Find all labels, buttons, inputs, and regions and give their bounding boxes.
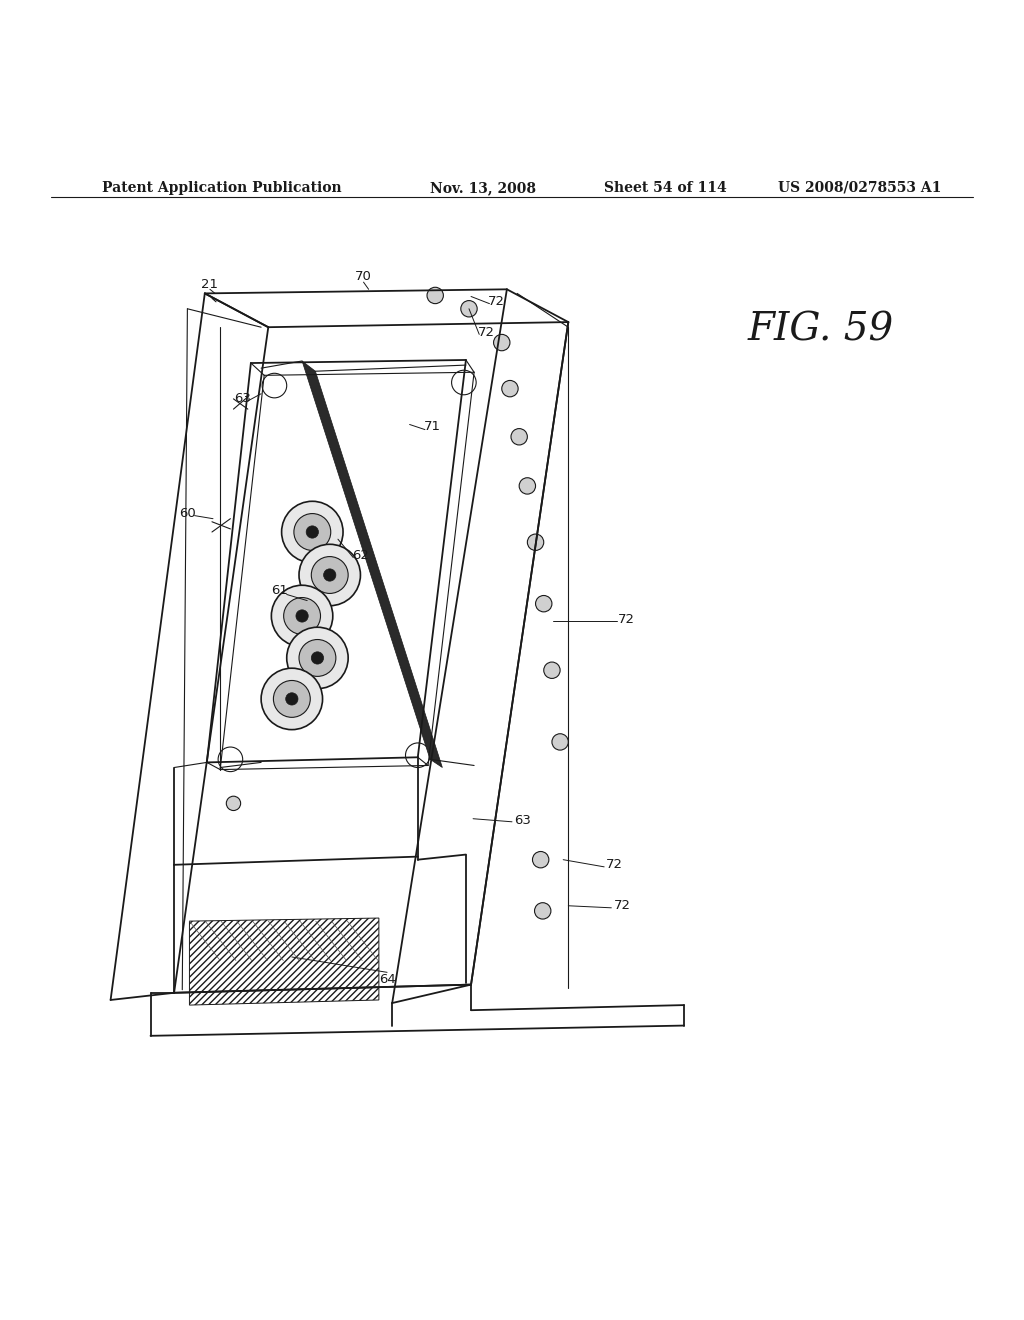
Circle shape <box>299 544 360 606</box>
Circle shape <box>311 557 348 594</box>
Text: 61: 61 <box>271 583 288 597</box>
Circle shape <box>226 796 241 810</box>
Text: FIG. 59: FIG. 59 <box>748 312 894 348</box>
Circle shape <box>324 569 336 581</box>
Text: 72: 72 <box>478 326 495 339</box>
Circle shape <box>536 595 552 612</box>
Text: 63: 63 <box>234 392 251 405</box>
Text: 71: 71 <box>424 420 440 433</box>
Circle shape <box>286 693 298 705</box>
Circle shape <box>544 663 560 678</box>
Circle shape <box>306 525 318 539</box>
Text: Patent Application Publication: Patent Application Publication <box>102 181 342 195</box>
Text: 60: 60 <box>179 507 196 520</box>
Text: 70: 70 <box>355 269 372 282</box>
Circle shape <box>519 478 536 494</box>
Circle shape <box>299 639 336 676</box>
Text: Sheet 54 of 114: Sheet 54 of 114 <box>604 181 727 195</box>
Circle shape <box>294 513 331 550</box>
Polygon shape <box>302 360 442 767</box>
Circle shape <box>282 502 343 562</box>
Circle shape <box>527 535 544 550</box>
Circle shape <box>461 301 477 317</box>
Text: 72: 72 <box>614 899 631 912</box>
Circle shape <box>532 851 549 867</box>
Circle shape <box>296 610 308 622</box>
Circle shape <box>271 585 333 647</box>
Circle shape <box>552 734 568 750</box>
Circle shape <box>284 598 321 635</box>
Circle shape <box>502 380 518 397</box>
Text: 72: 72 <box>488 296 505 308</box>
Text: 62: 62 <box>352 549 369 562</box>
Text: US 2008/0278553 A1: US 2008/0278553 A1 <box>778 181 942 195</box>
Text: Nov. 13, 2008: Nov. 13, 2008 <box>430 181 537 195</box>
Text: 72: 72 <box>606 858 623 871</box>
Circle shape <box>311 652 324 664</box>
Circle shape <box>494 334 510 351</box>
Circle shape <box>511 429 527 445</box>
Circle shape <box>427 288 443 304</box>
Text: 72: 72 <box>618 612 635 626</box>
Text: 63: 63 <box>514 814 530 828</box>
Circle shape <box>273 681 310 717</box>
Text: 64: 64 <box>379 973 395 986</box>
Circle shape <box>535 903 551 919</box>
Circle shape <box>261 668 323 730</box>
Text: 21: 21 <box>202 277 218 290</box>
Circle shape <box>287 627 348 689</box>
